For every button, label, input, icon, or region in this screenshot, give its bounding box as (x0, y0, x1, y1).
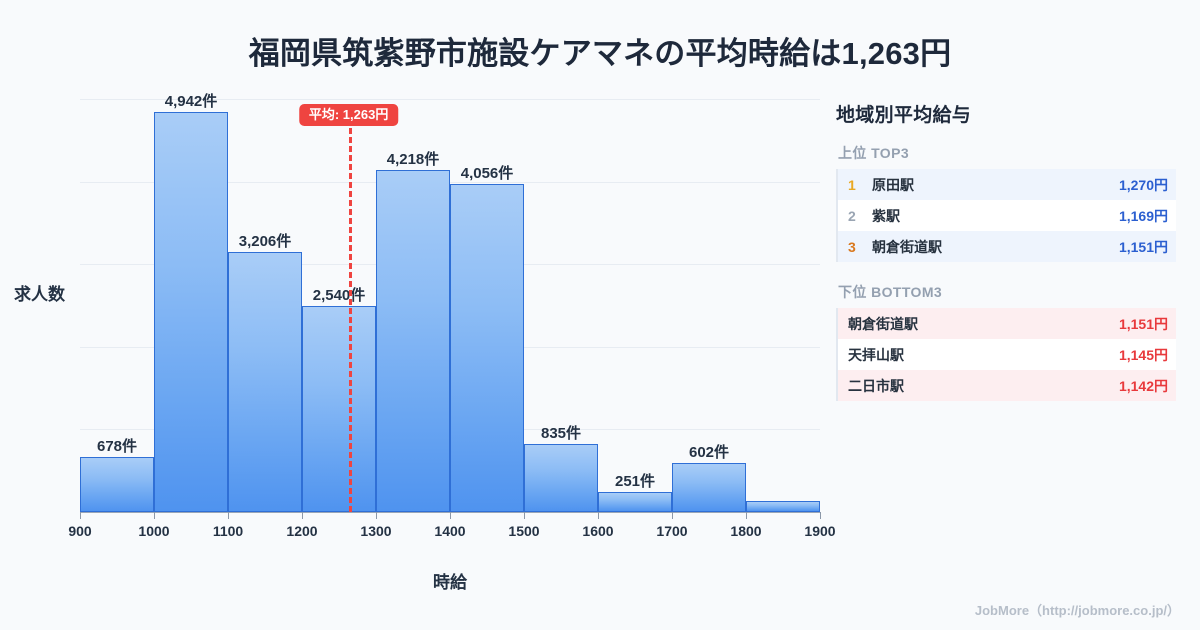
histogram-bar (80, 457, 154, 512)
station-wage: 1,270円 (1118, 176, 1168, 193)
x-axis-tick (302, 512, 303, 519)
station-name: 二日市駅 (848, 377, 904, 394)
region-salary-panel: 地域別平均給与 上位 TOP3 1 原田駅 1,270円 2 紫駅 1,169円 3 朝倉街道… (836, 100, 1176, 421)
station-name: 朝倉街道駅 (872, 238, 942, 255)
top3-list: 1 原田駅 1,270円 2 紫駅 1,169円 3 朝倉街道駅 1,151円 (836, 169, 1176, 262)
histogram-bar (376, 170, 450, 512)
x-axis-label: 時給 (433, 573, 467, 592)
bar-value-label: 678件 (96, 438, 138, 456)
x-axis-tick-label: 1300 (360, 523, 392, 539)
station-name: 紫駅 (872, 207, 900, 224)
bar-value-label: 4,942件 (164, 92, 218, 110)
histogram-bar (524, 444, 598, 512)
station-wage: 1,142円 (1118, 377, 1168, 394)
x-axis-tick-label: 1800 (730, 523, 762, 539)
x-axis-tick-label: 1400 (434, 523, 466, 539)
bottom3-row: 天拝山駅 1,145円 (838, 339, 1176, 370)
station-wage: 1,151円 (1118, 238, 1168, 255)
bar-value-label: 602件 (688, 444, 730, 462)
histogram-bar (450, 183, 524, 512)
x-axis-tick (820, 512, 821, 519)
station-name: 天拝山駅 (848, 346, 904, 363)
top3-row: 2 紫駅 1,169円 (838, 200, 1176, 231)
histogram-bar (746, 500, 820, 512)
top3-row: 3 朝倉街道駅 1,151円 (838, 231, 1176, 262)
x-axis-tick (524, 512, 525, 519)
histogram-bar (598, 491, 672, 512)
gridline (80, 99, 820, 100)
station-name: 原田駅 (872, 176, 914, 193)
bottom3-list: 朝倉街道駅 1,151円天拝山駅 1,145円二日市駅 1,142円 (836, 308, 1176, 401)
bar-value-label: 4,218件 (386, 151, 440, 169)
y-axis-label: 求人数 (14, 285, 65, 304)
x-axis-tick-label: 1600 (582, 523, 614, 539)
footer-attribution: JobMore（http://jobmore.co.jp/） (974, 603, 1180, 618)
x-axis-tick-label: 1000 (138, 523, 170, 539)
x-axis-tick (598, 512, 599, 519)
rank-number: 1 (848, 176, 856, 193)
x-axis-tick-label: 900 (68, 523, 92, 539)
x-axis-tick (450, 512, 451, 519)
x-axis-tick (376, 512, 377, 519)
gridline (80, 182, 820, 183)
x-axis-tick-label: 1200 (286, 523, 318, 539)
station-wage: 1,151円 (1118, 315, 1168, 332)
rank-number: 3 (848, 238, 856, 255)
rank-number: 2 (848, 207, 856, 224)
bottom3-row: 二日市駅 1,142円 (838, 370, 1176, 401)
top3-heading: 上位 TOP3 (838, 145, 910, 161)
bottom3-heading: 下位 BOTTOM3 (838, 284, 943, 300)
histogram-bar (672, 463, 746, 512)
x-axis-tick (746, 512, 747, 519)
histogram-bar (302, 306, 376, 512)
bottom3-row: 朝倉街道駅 1,151円 (838, 308, 1176, 339)
x-axis-tick-label: 1500 (508, 523, 540, 539)
bar-value-label: 835件 (540, 425, 582, 443)
panel-title: 地域別平均給与 (836, 105, 972, 126)
x-axis-tick (154, 512, 155, 519)
x-axis-tick-label: 1700 (656, 523, 688, 539)
page-title: 福岡県筑紫野市施設ケアマネの平均時給は1,263円 (248, 36, 952, 71)
station-name: 朝倉街道駅 (848, 315, 918, 332)
x-axis-tick (672, 512, 673, 519)
x-axis-tick-label: 1100 (212, 523, 244, 539)
bar-value-label: 2,540件 (312, 287, 366, 305)
x-axis-tick (80, 512, 81, 519)
bar-value-label: 251件 (614, 472, 656, 490)
bar-value-label: 3,206件 (238, 233, 292, 251)
histogram-bar (154, 111, 228, 512)
x-axis-tick-label: 1900 (804, 523, 836, 539)
station-wage: 1,145円 (1118, 346, 1168, 363)
x-axis-tick (228, 512, 229, 519)
histogram-bar (228, 252, 302, 512)
average-badge: 平均: 1,263円 (298, 104, 399, 126)
top3-row: 1 原田駅 1,270円 (838, 169, 1176, 200)
bar-value-label: 4,056件 (460, 164, 514, 182)
station-wage: 1,169円 (1118, 207, 1168, 224)
average-line (348, 128, 352, 512)
